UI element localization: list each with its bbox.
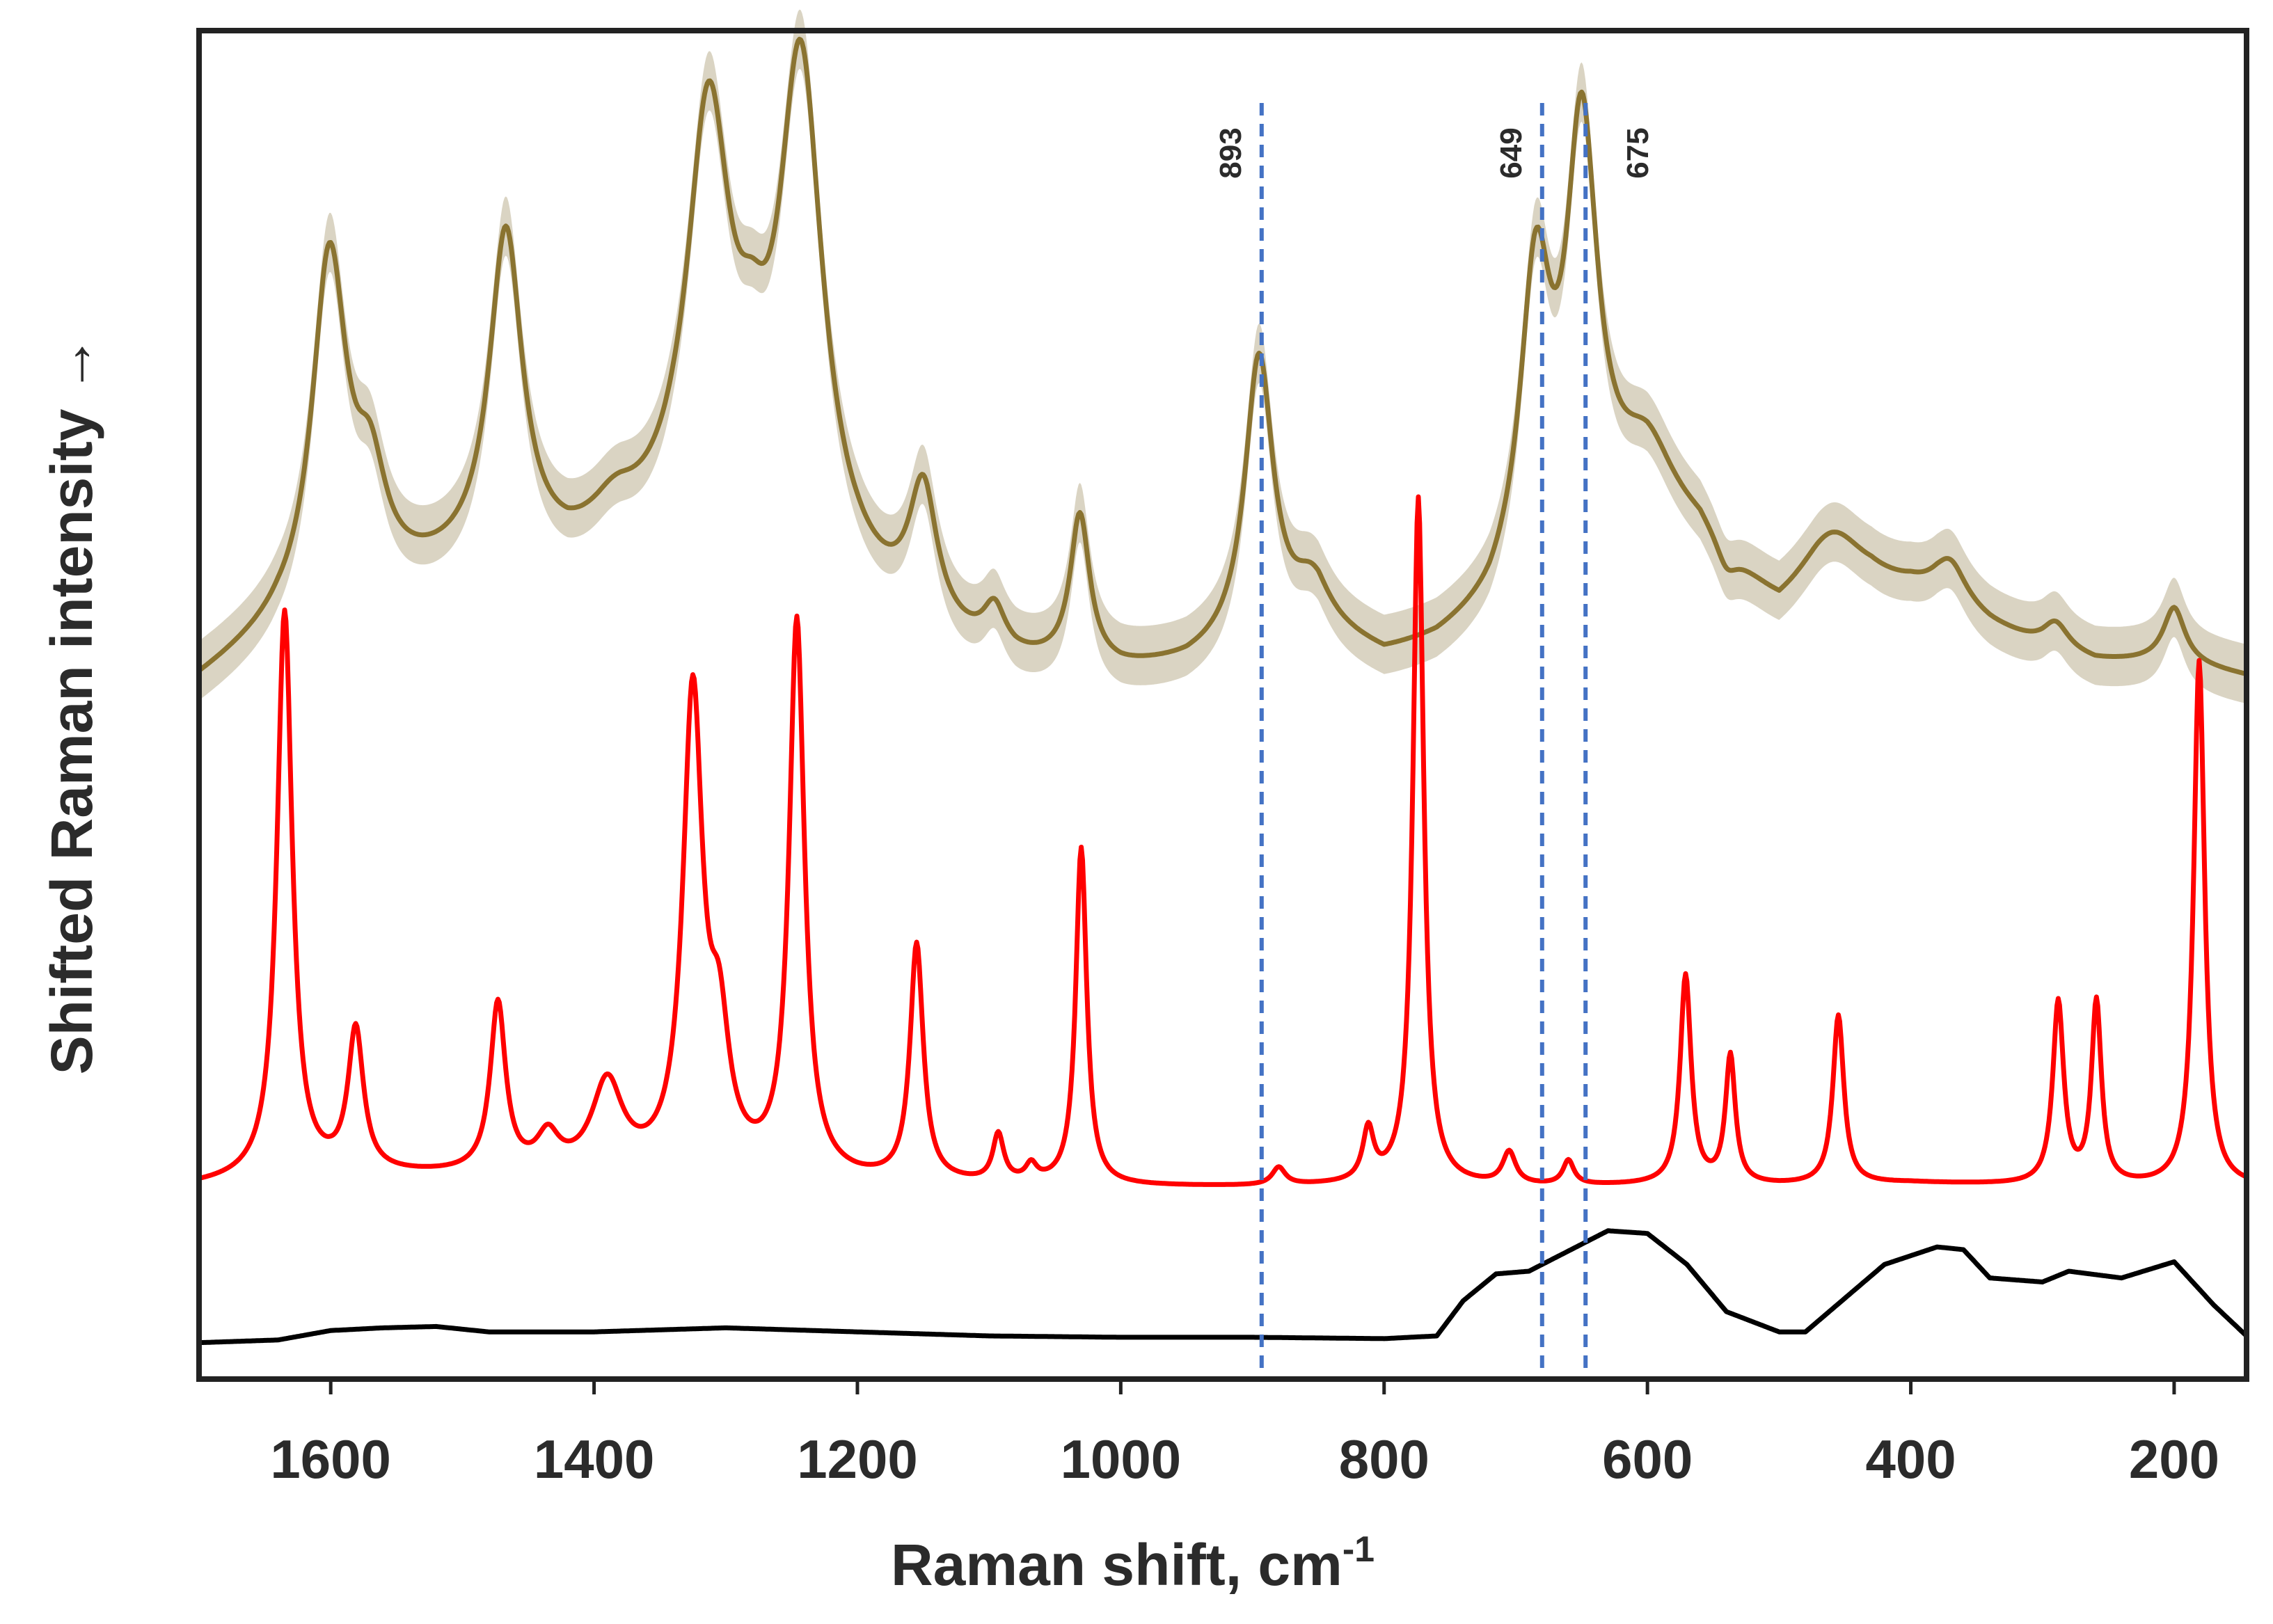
x-axis-ticks: 1600 1400 1200 1000 800 600 400 200 xyxy=(270,1379,2219,1490)
y-axis-arrow: → xyxy=(39,335,104,394)
reference-lines-layer: 893 649 675 xyxy=(1214,103,1655,1379)
y-axis-title-text: Shifted Raman intensity xyxy=(39,408,104,1074)
series-0-line xyxy=(197,36,2248,676)
series-lines-layer xyxy=(197,36,2249,1346)
x-tick-label-1600: 1600 xyxy=(270,1428,391,1490)
x-axis-title-text: Raman shift, cm xyxy=(891,1532,1343,1598)
x-tick-label-200: 200 xyxy=(2129,1428,2219,1490)
series-2-line xyxy=(198,1228,2249,1346)
y-axis-title: Shifted Raman intensity → xyxy=(39,335,104,1075)
x-tick-label-800: 800 xyxy=(1339,1428,1429,1490)
x-tick-label-1200: 1200 xyxy=(797,1428,918,1490)
reference-label-893: 893 xyxy=(1214,127,1248,178)
reference-label-649: 649 xyxy=(1494,127,1528,178)
x-tick-label-400: 400 xyxy=(1865,1428,1956,1490)
plot-frame xyxy=(196,28,2249,1382)
x-tick-label-1400: 1400 xyxy=(534,1428,655,1490)
x-tick-label-1000: 1000 xyxy=(1061,1428,1182,1490)
series-0-std-band xyxy=(199,9,2247,704)
x-tick-label-600: 600 xyxy=(1602,1428,1693,1490)
reference-label-675: 675 xyxy=(1621,127,1655,178)
x-axis-title-superscript: -1 xyxy=(1343,1529,1375,1570)
sample-std-band-layer xyxy=(199,9,2247,704)
x-axis-title: Raman shift, cm-1 xyxy=(891,1529,1375,1598)
series-1-line xyxy=(198,494,2248,1187)
